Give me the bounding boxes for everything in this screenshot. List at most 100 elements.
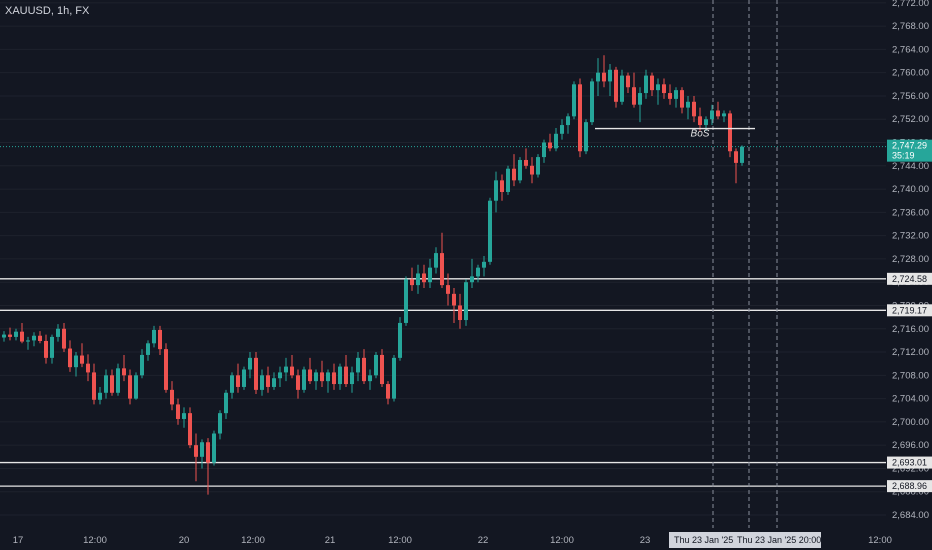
time-tick-label: 17 (13, 535, 24, 546)
candle-body (560, 125, 564, 134)
candle-body (98, 392, 102, 400)
level-price-tag-text: 2,719.17 (892, 305, 927, 315)
horizontal-levels (0, 146, 886, 487)
price-tick-label: 2,716.00 (892, 324, 929, 335)
countdown-tag-text: 35:19 (892, 151, 915, 161)
level-price-tag (887, 456, 932, 469)
candle-body (452, 293, 456, 306)
time-tick-label: 12:00 (388, 535, 412, 546)
current-price-tag (887, 139, 932, 162)
time-marker-tag (669, 532, 821, 548)
candle-body (56, 328, 60, 337)
candle-body (596, 72, 600, 82)
candle-body (728, 113, 732, 152)
bos-label: BoS (691, 129, 710, 140)
candle-body (524, 159, 528, 166)
time-tick-label: 20 (179, 535, 190, 546)
candle-body (74, 355, 78, 368)
candle-body (230, 375, 234, 393)
candle-body (380, 354, 384, 385)
candle-body (20, 331, 24, 342)
candle-body (356, 357, 360, 373)
candle-body (494, 180, 498, 201)
candle-body (632, 87, 636, 105)
candle-body (320, 372, 324, 382)
candle-body (272, 378, 276, 387)
candle-body (182, 413, 186, 419)
candle-body (170, 389, 174, 405)
price-tick-label: 2,696.00 (892, 440, 929, 451)
candles (2, 55, 744, 495)
candle-body (428, 267, 432, 283)
candle-body (692, 101, 696, 117)
candle-body (8, 334, 12, 337)
price-axis[interactable]: 2,684.00 2,688.00 2,692.00 2,696.00 2,700.00… (892, 0, 929, 521)
bos-annotation: BoS (595, 127, 755, 140)
candle-body (470, 276, 474, 283)
candle-body (332, 372, 336, 385)
candle-body (398, 322, 402, 358)
candle-body (200, 442, 204, 457)
price-tick-label: 2,728.00 (892, 254, 929, 265)
candle-body (506, 168, 510, 192)
candle-body (50, 336, 54, 358)
candle-body (650, 75, 654, 91)
price-tick-label: 2,712.00 (892, 347, 929, 358)
candle-body (128, 375, 132, 399)
candle-body (248, 357, 252, 370)
candle-body (404, 279, 408, 323)
grid (0, 2, 886, 516)
symbol-label: XAUUSD, 1h, FX (5, 5, 90, 17)
candle-body (206, 442, 210, 463)
level-price-tag (887, 480, 932, 493)
candle-body (626, 75, 630, 88)
candle-body (662, 84, 666, 94)
candle-body (416, 273, 420, 286)
price-tick-label: 2,752.00 (892, 114, 929, 125)
candle-body (296, 375, 300, 390)
candle-body (464, 282, 468, 321)
candle-body (446, 285, 450, 294)
candle-body (638, 93, 642, 105)
candle-body (644, 75, 648, 94)
candle-body (434, 253, 438, 268)
level-price-tag (887, 304, 932, 317)
price-tick-label: 2,772.00 (892, 0, 929, 9)
candle-body (386, 384, 390, 399)
candle-body (254, 357, 258, 390)
candle-body (146, 343, 150, 355)
candle-body (68, 348, 72, 368)
candle-body (266, 375, 270, 387)
candle-body (44, 340, 48, 358)
level-price-tag-text: 2,693.01 (892, 458, 927, 468)
candle-body (62, 328, 66, 349)
candle-body (14, 331, 18, 337)
candle-body (590, 81, 594, 123)
candle-body (308, 369, 312, 382)
candle-body (656, 84, 660, 91)
price-tick-label: 2,740.00 (892, 184, 929, 195)
price-tick-label: 2,708.00 (892, 370, 929, 381)
candle-body (86, 363, 90, 373)
candle-body (392, 357, 396, 399)
candle-body (368, 375, 372, 382)
candle-body (440, 253, 444, 286)
candle-body (92, 372, 96, 400)
candle-body (110, 375, 114, 393)
candle-body (614, 69, 618, 102)
price-tick-label: 2,704.00 (892, 394, 929, 405)
candle-body (680, 90, 684, 108)
time-marker-tag-text: Thu 23 Jan '25 (674, 535, 733, 545)
candle-body (338, 366, 342, 385)
price-tick-label: 2,760.00 (892, 68, 929, 79)
candle-body (260, 375, 264, 390)
candle-body (134, 375, 138, 399)
price-tick-label: 2,756.00 (892, 91, 929, 102)
price-tick-label: 2,732.00 (892, 231, 929, 242)
candle-body (362, 357, 366, 382)
candle-body (566, 116, 570, 126)
candle-body (176, 404, 180, 419)
candle-body (458, 305, 462, 321)
candle-body (194, 445, 198, 457)
